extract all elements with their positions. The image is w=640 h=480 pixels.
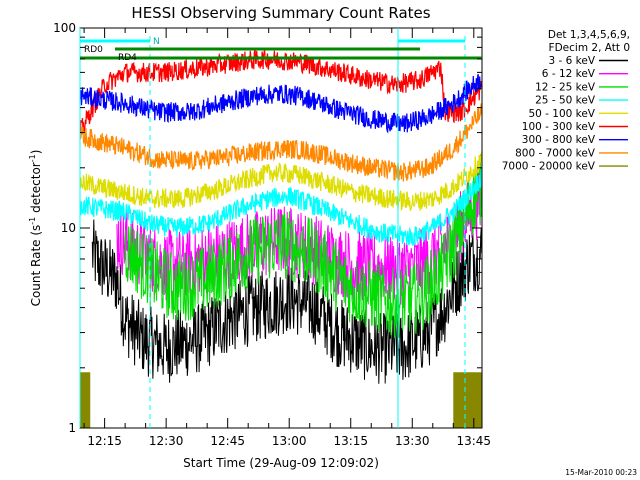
trace-0 — [91, 219, 483, 384]
legend-entry: 50 - 100 keV — [528, 108, 595, 120]
x-tick-label: 12:15 — [87, 434, 122, 448]
timestamp: 15-Mar-2010 00:23 — [565, 468, 637, 477]
decim-label: RD4 — [118, 53, 137, 63]
legend-entry: 6 - 12 keV — [542, 68, 596, 80]
trace-3 — [79, 167, 483, 246]
data-traces — [79, 48, 483, 428]
x-tick-label: 13:15 — [333, 434, 368, 448]
legend-entry: 100 - 300 keV — [522, 121, 596, 133]
legend-entry: 800 - 7000 keV — [515, 147, 596, 159]
legend: Det 1,3,4,5,6,9,FDecim 2, Att 03 - 6 keV… — [502, 29, 630, 173]
svg-text:Count Rate (s-1 detector-1): Count Rate (s-1 detector-1) — [28, 150, 43, 307]
trace-block-8-0 — [80, 372, 91, 428]
y-tick-label: 10 — [61, 221, 76, 235]
y-axis-label: Count Rate (s-1 detector-1) — [28, 150, 43, 307]
y-label-sup2: -1 — [28, 154, 37, 162]
y-tick-label: 100 — [53, 21, 76, 35]
trace-5 — [79, 48, 483, 137]
trace-7 — [79, 103, 483, 182]
trace-6 — [79, 74, 483, 134]
x-tick-label: 13:30 — [395, 434, 430, 448]
legend-header: FDecim 2, Att 0 — [549, 42, 630, 54]
night-label: N — [153, 37, 160, 47]
x-tick-label: 13:45 — [456, 434, 491, 448]
saa-label: RD0 — [84, 45, 103, 55]
legend-entry: 3 - 6 keV — [548, 55, 595, 67]
y-label-close: ) — [29, 150, 43, 155]
legend-entry: 12 - 25 keV — [535, 81, 596, 93]
legend-entry: 7000 - 20000 keV — [502, 161, 596, 173]
x-tick-label: 12:45 — [210, 434, 245, 448]
y-tick-label: 1 — [68, 421, 76, 435]
trace-2 — [124, 154, 482, 338]
y-label-prefix: Count Rate (s — [29, 225, 43, 307]
x-tick-label: 13:00 — [272, 434, 307, 448]
x-tick-label: 12:30 — [149, 434, 184, 448]
legend-header: Det 1,3,4,5,6,9, — [548, 29, 630, 41]
y-label-suffix: detector — [29, 162, 43, 217]
chart-title: HESSI Observing Summary Count Rates — [131, 4, 430, 22]
y-axis: 1 10 100 — [53, 21, 482, 435]
x-axis-label: Start Time (29-Aug-09 12:09:02) — [183, 456, 379, 470]
legend-entry: 25 - 50 keV — [535, 95, 596, 107]
trace-4 — [79, 151, 483, 212]
y-label-sup: -1 — [28, 217, 37, 225]
legend-entry: 300 - 800 keV — [522, 134, 596, 146]
trace-block-8-1 — [453, 372, 482, 428]
x-axis: 12:15 12:30 12:45 13:00 13:15 13:30 13:45 — [83, 28, 491, 448]
